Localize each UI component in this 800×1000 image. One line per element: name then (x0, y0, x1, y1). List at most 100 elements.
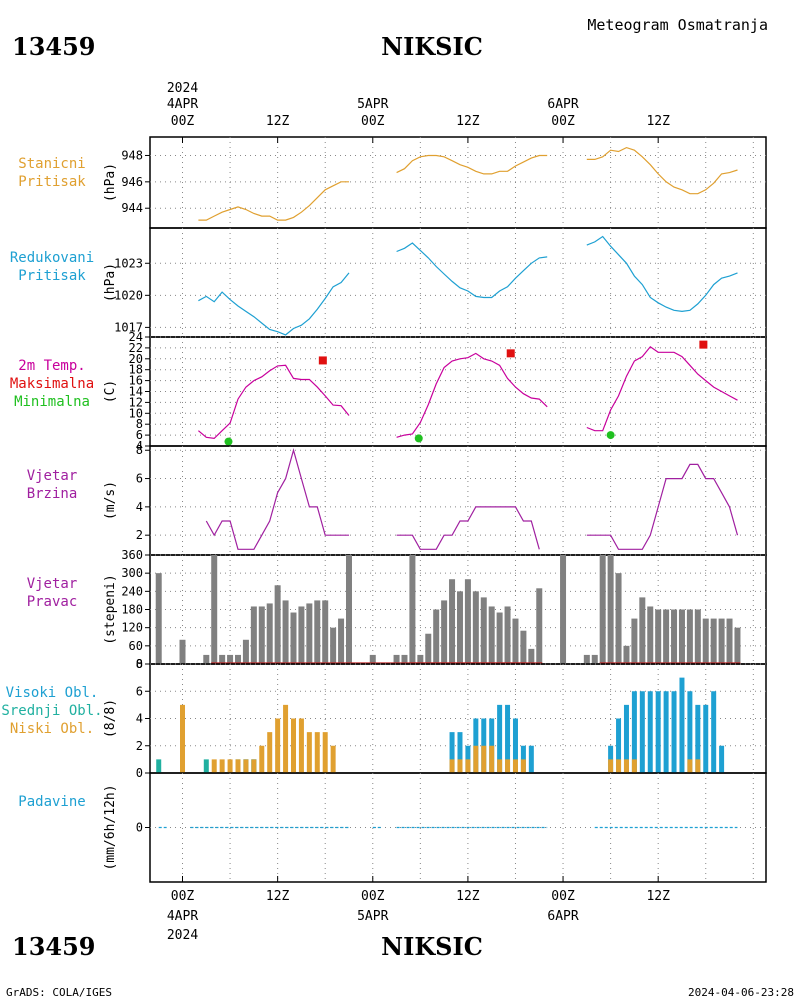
wind-dir-bar (227, 654, 234, 664)
wind-dir-bar (266, 603, 273, 664)
panel-label: Vjetar (27, 576, 78, 592)
panel-label: Vjetar (27, 468, 78, 484)
cloud-bar (473, 745, 479, 773)
wind-dir-bar (401, 654, 408, 664)
wind-dir-bar (306, 603, 313, 664)
wind-dir-bar (512, 618, 519, 664)
min-temp-marker (606, 431, 615, 440)
cloud-bar (512, 718, 518, 773)
wind-dir-bar (179, 639, 186, 664)
wind-dir-bar (726, 618, 733, 664)
panels-group: 944946948(hPa)StanicniPritisak1017102010… (1, 136, 767, 883)
cloud-bar (497, 704, 503, 773)
cloud-bar (671, 691, 677, 773)
panel-precip: 0 (mm/6h/12h) Padavine (18, 772, 767, 883)
panel-frame (149, 227, 767, 338)
cloud-bar (497, 759, 503, 773)
cloud-bar (623, 759, 629, 773)
ytick-label: 948 (121, 148, 143, 162)
cloud-bar (156, 759, 162, 773)
cloud-bar (695, 704, 701, 773)
ytick-label: 6 (136, 428, 143, 442)
cloud-bar (623, 704, 629, 773)
bottom-tick-hour: 00Z (171, 889, 195, 904)
wind-dir-bar (528, 648, 535, 664)
cloud-bar (687, 691, 693, 773)
panel-label: Padavine (18, 794, 85, 810)
ytick-label: 18 (129, 363, 143, 377)
cloud-bar (322, 732, 328, 773)
cloud-bar (631, 691, 637, 773)
cloud-bar (687, 759, 693, 773)
wind-dir-bar (702, 618, 709, 664)
ytick-label: 180 (121, 603, 143, 617)
ytick-label: 16 (129, 374, 143, 388)
wind-dir-bar (647, 606, 654, 664)
cloud-bar (211, 759, 217, 773)
wind-dir-bar (599, 555, 606, 664)
top-tick-hour: 12Z (646, 114, 670, 129)
top-tick-hour: 00Z (361, 114, 385, 129)
ytick-label: 300 (121, 566, 143, 580)
wind-dir-bar (488, 606, 495, 664)
panel-label: Niski Obl. (10, 721, 94, 737)
cloud-bar (180, 704, 186, 773)
panel-label: Visoki Obl. (6, 685, 99, 701)
cloud-bar (259, 745, 265, 773)
ytick-label: 0 (136, 657, 143, 671)
top-tick-date: 4APR (167, 97, 198, 112)
panel-reduced_pressure: 1017 1020 1023(hPa) Redukovani Pritisak (10, 227, 767, 338)
panel-label: Pravac (27, 594, 78, 610)
min-temp-marker (414, 434, 423, 443)
ytick-label: 20 (129, 352, 143, 366)
series-line-temperature (198, 364, 350, 440)
panel-label: Minimalna (14, 394, 90, 410)
panel-unit: (hPa) (103, 263, 118, 302)
series-line-reduced_pressure (396, 242, 548, 299)
ytick-label: 4 (136, 712, 143, 726)
panel-frame (149, 136, 767, 229)
series-line-station_pressure (586, 146, 738, 195)
wind-dir-bar (235, 654, 241, 664)
ytick-label: 8 (136, 417, 143, 431)
bottom-tick-hour: 12Z (266, 889, 290, 904)
ytick-label: 240 (121, 584, 143, 598)
ytick-label: 1020 (114, 288, 143, 302)
cloud-bar (243, 759, 249, 773)
top-tick-hour: 00Z (171, 114, 195, 129)
panel-label: Stanicni (18, 156, 85, 172)
ytick-label: 6 (136, 684, 143, 698)
wind-dir-bar (718, 618, 725, 664)
panel-unit: (C) (103, 380, 118, 403)
bottom-tick-date: 6APR (547, 909, 578, 924)
panel-label: Brzina (27, 486, 78, 502)
ytick-label: 0 (136, 766, 143, 780)
cloud-bar (520, 759, 526, 773)
bottom-tick-hour: 00Z (551, 889, 575, 904)
ytick-label: 946 (121, 175, 143, 189)
bottom-tick-hour: 12Z (646, 889, 670, 904)
ytick-label: 1017 (114, 320, 143, 334)
wind-dir-bar (591, 654, 598, 664)
min-temp-marker (224, 437, 233, 446)
cloud-bar (679, 677, 685, 773)
cloud-bar (528, 745, 534, 773)
series-line-wind_speed (205, 447, 349, 550)
ytick-label: 22 (129, 341, 143, 355)
wind-dir-bar (409, 555, 416, 664)
ytick-label: 8 (136, 443, 143, 457)
panel-label: Pritisak (18, 268, 86, 284)
panel-label: Srednji Obl. (1, 703, 102, 719)
cloud-bar (639, 691, 645, 773)
footer-timestamp: 2024-04-06-23:28 (688, 986, 794, 999)
wind-dir-bar (504, 606, 511, 664)
cloud-bar (703, 704, 709, 773)
wind-dir-bar (678, 609, 685, 664)
cloud-bar (235, 759, 241, 773)
wind-dir-bar (472, 591, 479, 664)
cloud-bar (306, 732, 312, 773)
cloud-bar (267, 732, 273, 773)
cloud-bar (457, 759, 463, 773)
ytick-label: 360 (121, 548, 143, 562)
